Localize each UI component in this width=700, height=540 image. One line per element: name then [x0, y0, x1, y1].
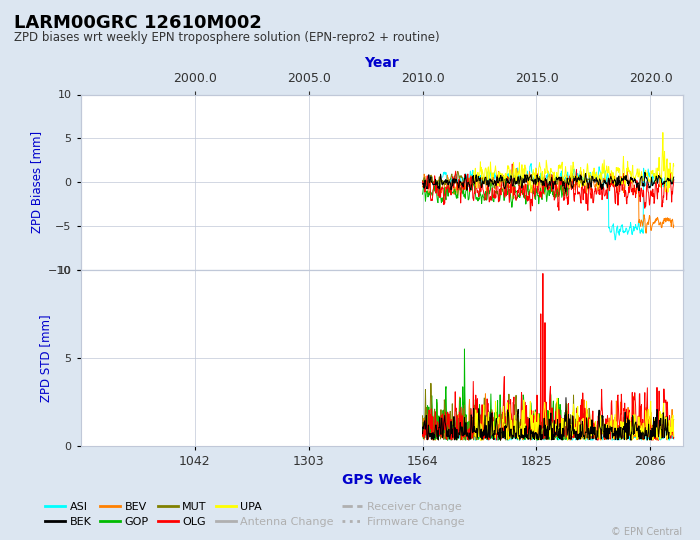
X-axis label: Year: Year	[364, 56, 399, 70]
Text: ZPD biases wrt weekly EPN troposphere solution (EPN-repro2 + routine): ZPD biases wrt weekly EPN troposphere so…	[14, 31, 440, 44]
Y-axis label: ZPD STD [mm]: ZPD STD [mm]	[39, 314, 52, 402]
Text: © EPN Central: © EPN Central	[611, 527, 682, 537]
Y-axis label: ZPD Biases [mm]: ZPD Biases [mm]	[29, 131, 43, 233]
Text: LARM00GRC 12610M002: LARM00GRC 12610M002	[14, 14, 262, 31]
X-axis label: GPS Week: GPS Week	[342, 473, 421, 487]
Legend: ASI, BEK, BEV, GOP, MUT, OLG, UPA, Antenna Change, Receiver Change, Firmware Cha: ASI, BEK, BEV, GOP, MUT, OLG, UPA, Anten…	[41, 497, 469, 532]
